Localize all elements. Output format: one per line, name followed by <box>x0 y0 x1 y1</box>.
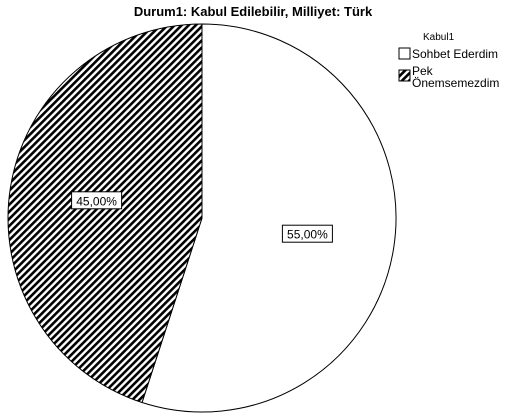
legend-item-sohbet-ederdim: Sohbet Ederdim <box>398 47 498 61</box>
pie-slice-sohbet-ederdim <box>141 23 397 413</box>
legend-label: Pek Önemsemezdim <box>412 64 499 90</box>
legend-title: Kabul1 <box>423 32 455 43</box>
legend-item-pek-nemsemezdim: Pek Önemsemezdim <box>398 64 499 90</box>
pie-slice-pek-nemsemezdim <box>7 23 203 404</box>
data-label-text: 55,00% <box>287 228 328 242</box>
data-label-box <box>71 191 123 210</box>
legend-swatch <box>398 47 411 60</box>
legend: Kabul1 Sohbet Ederdim Pek Önemsemezdim <box>398 32 499 90</box>
data-labels: 55,00% 45,00% <box>71 191 333 243</box>
chart-title: Durum1: Kabul Edilebilir, Milliyet: Türk <box>134 4 373 19</box>
data-label-box <box>281 224 333 243</box>
pie-slices <box>7 23 397 413</box>
legend-label: Sohbet Ederdim <box>412 47 498 61</box>
data-label-text: 45,00% <box>76 194 117 208</box>
legend-swatch <box>398 69 411 82</box>
data-label-sohbet-ederdim: 55,00% <box>281 224 333 243</box>
data-label-pek-nemsemezdim: 45,00% <box>71 191 123 210</box>
